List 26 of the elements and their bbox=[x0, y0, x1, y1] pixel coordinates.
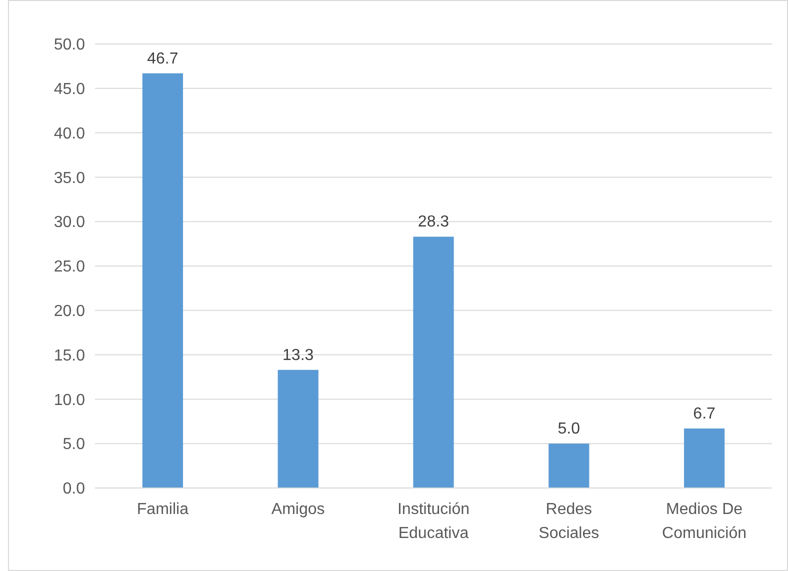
x-tick-label: Amigos bbox=[271, 501, 325, 518]
x-tick-label: Institución Educativa bbox=[397, 501, 470, 542]
data-label: 46.7 bbox=[147, 50, 178, 68]
bar bbox=[142, 73, 184, 488]
x-tick-label: Redes Sociales bbox=[538, 501, 600, 542]
data-label: 5.0 bbox=[558, 420, 580, 438]
data-label: 6.7 bbox=[693, 406, 716, 423]
bar bbox=[413, 236, 454, 488]
y-tick-label: 45.0 bbox=[54, 81, 86, 98]
y-tick-label: 15.0 bbox=[54, 347, 86, 364]
y-tick-label: 25.0 bbox=[54, 258, 86, 276]
y-tick-label: 10.0 bbox=[54, 392, 86, 409]
x-tick-label: Familia bbox=[136, 501, 189, 518]
data-label: 28.3 bbox=[418, 214, 450, 231]
bar bbox=[548, 444, 590, 488]
y-tick-label: 0.0 bbox=[62, 480, 86, 498]
bar bbox=[684, 428, 725, 488]
y-tick-label: 40.0 bbox=[54, 125, 86, 142]
y-tick-label: 20.0 bbox=[54, 303, 86, 320]
x-tick-label: Medios De Comunición bbox=[662, 501, 747, 542]
y-tick-label: 35.0 bbox=[54, 170, 86, 187]
y-tick-label: 5.0 bbox=[62, 436, 86, 454]
data-label: 13.3 bbox=[282, 346, 314, 364]
bar bbox=[278, 370, 318, 488]
y-tick-label: 30.0 bbox=[54, 214, 86, 232]
y-tick-label: 50.0 bbox=[54, 36, 86, 54]
